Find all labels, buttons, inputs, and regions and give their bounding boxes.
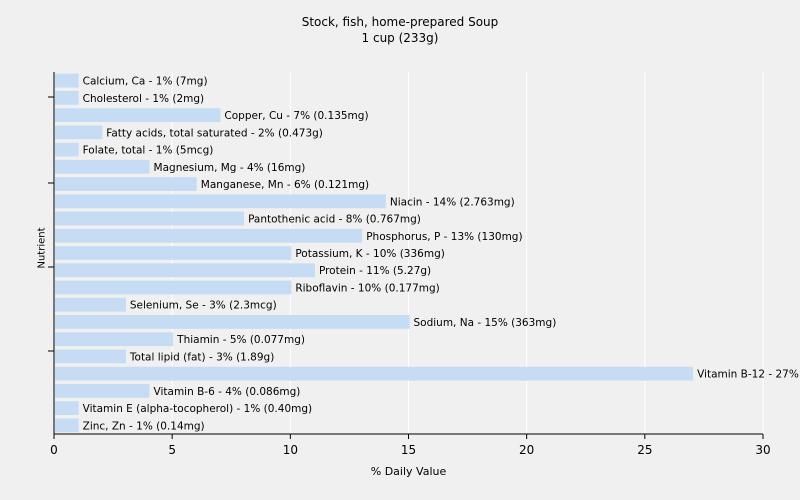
bar [55, 315, 410, 329]
bar-label: Total lipid (fat) - 3% (1.89g) [129, 351, 274, 363]
bar [55, 159, 150, 174]
x-tick-label: 0 [50, 443, 58, 457]
bar-label: Niacin - 14% (2.763mg) [390, 196, 515, 208]
bar [55, 366, 694, 381]
bar [55, 211, 245, 226]
bar [55, 349, 126, 364]
bar-label: Riboflavin - 10% (0.177mg) [295, 282, 439, 294]
bar [55, 73, 79, 88]
bar [55, 246, 292, 260]
bar [55, 401, 79, 416]
bar [55, 177, 197, 191]
bar [55, 297, 126, 312]
bar [55, 332, 174, 347]
bar-label: Cholesterol - 1% (2mg) [83, 93, 205, 105]
bar-label: Fatty acids, total saturated - 2% (0.473… [106, 127, 323, 139]
x-tick-label: 30 [755, 443, 770, 457]
bar-label: Thiamin - 5% (0.077mg) [176, 334, 305, 346]
bar-label: Potassium, K - 10% (336mg) [295, 248, 445, 260]
x-tick-label: 25 [637, 443, 652, 457]
bar-label: Selenium, Se - 3% (2.3mcg) [130, 300, 277, 312]
y-axis-label: Nutrient [36, 227, 48, 269]
bar-label: Vitamin E (alpha-tocopherol) - 1% (0.40m… [83, 403, 313, 415]
bar [55, 125, 103, 140]
bar [55, 418, 79, 433]
bar [55, 384, 150, 398]
bar-label: Pantothenic acid - 8% (0.767mg) [248, 214, 421, 226]
x-tick-label: 10 [283, 443, 298, 457]
bar-label: Vitamin B-12 - 27% (1.61mcg) [697, 369, 800, 381]
chart-subtitle: 1 cup (233g) [361, 31, 439, 45]
x-axis-label: % Daily Value [370, 465, 447, 478]
bar-label: Zinc, Zn - 1% (0.14mg) [83, 420, 205, 432]
bar-label: Copper, Cu - 7% (0.135mg) [224, 110, 368, 122]
bar-label: Calcium, Ca - 1% (7mg) [83, 76, 208, 88]
x-tick-label: 20 [519, 443, 534, 457]
bar [55, 263, 315, 278]
bar [55, 194, 386, 209]
bar-label: Vitamin B-6 - 4% (0.086mg) [154, 386, 301, 398]
bar [55, 142, 79, 157]
bar [55, 108, 221, 122]
x-tick-label: 5 [168, 443, 176, 457]
bar-label: Protein - 11% (5.27g) [319, 265, 431, 277]
chart-title: Stock, fish, home-prepared Soup [301, 15, 499, 29]
bar-label: Phosphorus, P - 13% (130mg) [366, 231, 522, 243]
bar-label: Magnesium, Mg - 4% (16mg) [154, 162, 306, 174]
x-tick-label: 15 [401, 443, 416, 457]
bar-label: Sodium, Na - 15% (363mg) [414, 317, 557, 329]
bar [55, 280, 292, 295]
bar [55, 90, 79, 105]
bar [55, 228, 363, 243]
bar-label: Folate, total - 1% (5mcg) [83, 145, 214, 157]
bar-label: Manganese, Mn - 6% (0.121mg) [201, 179, 369, 191]
